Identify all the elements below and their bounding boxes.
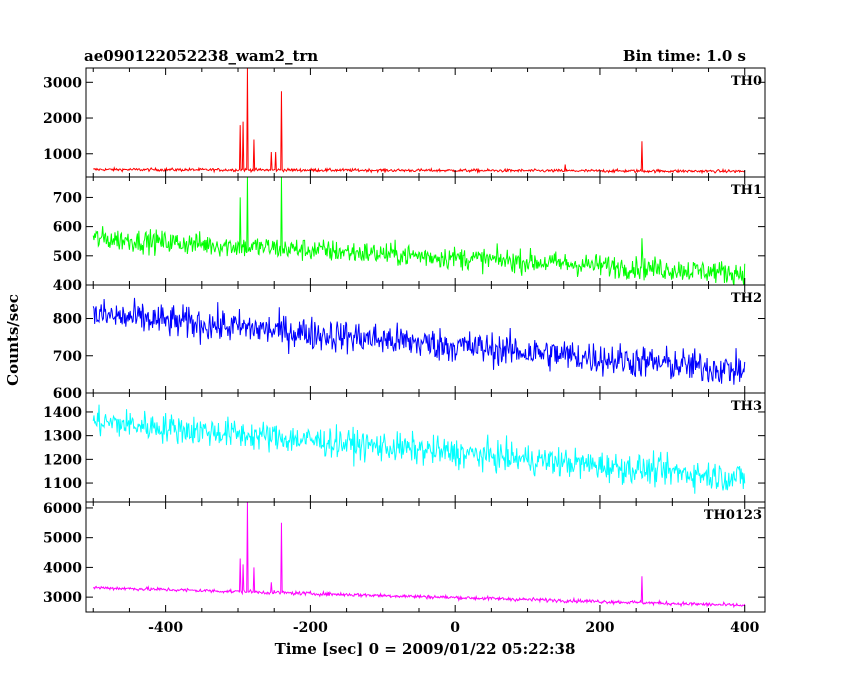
x-tick-label: -200 [293, 620, 328, 636]
panel-frame [85, 67, 766, 178]
panel-label-th0123: TH0123 [704, 508, 762, 523]
panel-frame [85, 501, 766, 613]
x-tick-label: -400 [148, 620, 183, 636]
panel-th0123: 3000 4000 5000 6000 TH0123 [43, 501, 766, 613]
x-tick-label: 200 [585, 620, 614, 636]
chart-title: ae090122052238_wam2_trn [84, 47, 318, 65]
x-tick-label: 400 [730, 620, 759, 636]
y-tick-label: 1400 [43, 405, 82, 421]
y-tick-label: 700 [53, 349, 82, 365]
panel-label-th0: TH0 [731, 74, 762, 89]
y-tick-label: 3000 [43, 590, 82, 606]
y-tick-label: 6000 [43, 501, 82, 517]
panel-frame [85, 176, 766, 286]
y-tick-label: 600 [53, 386, 82, 402]
panel-th2: 600 700 800 TH2 [53, 284, 766, 402]
series-line-th1 [92, 177, 746, 285]
series-line-th0123 [92, 502, 746, 609]
y-tick-label: 1100 [43, 476, 82, 492]
panel-th0: 1000 2000 3000 TH0 [43, 67, 766, 178]
y-tick-label: 3000 [43, 75, 82, 91]
panel-label-th1: TH1 [731, 183, 762, 198]
series-line-th3 [92, 404, 746, 494]
panel-th1: 400 500 600 700 TH1 [53, 176, 766, 294]
y-tick-label: 600 [53, 220, 82, 236]
x-tick-label: 0 [450, 620, 460, 636]
series-line-th0 [93, 68, 746, 175]
y-tick-label: 4000 [43, 560, 82, 576]
panel-th3: 1100 1200 1300 1400 TH3 [43, 392, 766, 503]
panel-frame [85, 392, 766, 503]
panel-label-th3: TH3 [731, 399, 762, 414]
x-axis-label: Time [sec] 0 = 2009/01/22 05:22:38 [275, 640, 576, 658]
panels-group: 1000 2000 3000 TH0 400 500 600 700 TH1 600 700 800 T… [43, 67, 766, 613]
y-axis-label: Counts/sec [4, 294, 22, 386]
series-line-th2 [92, 297, 746, 385]
y-tick-label: 1200 [43, 452, 82, 468]
y-tick-label: 1000 [43, 147, 82, 163]
y-tick-label: 5000 [43, 531, 82, 547]
bin-time-label: Bin time: 1.0 s [623, 47, 746, 65]
panel-label-th2: TH2 [731, 291, 762, 306]
y-tick-label: 700 [53, 190, 82, 206]
y-tick-label: 400 [53, 278, 82, 294]
y-tick-label: 1300 [43, 429, 82, 445]
y-tick-label: 500 [53, 249, 82, 265]
y-tick-label: 800 [53, 312, 82, 328]
y-tick-label: 2000 [43, 111, 82, 127]
